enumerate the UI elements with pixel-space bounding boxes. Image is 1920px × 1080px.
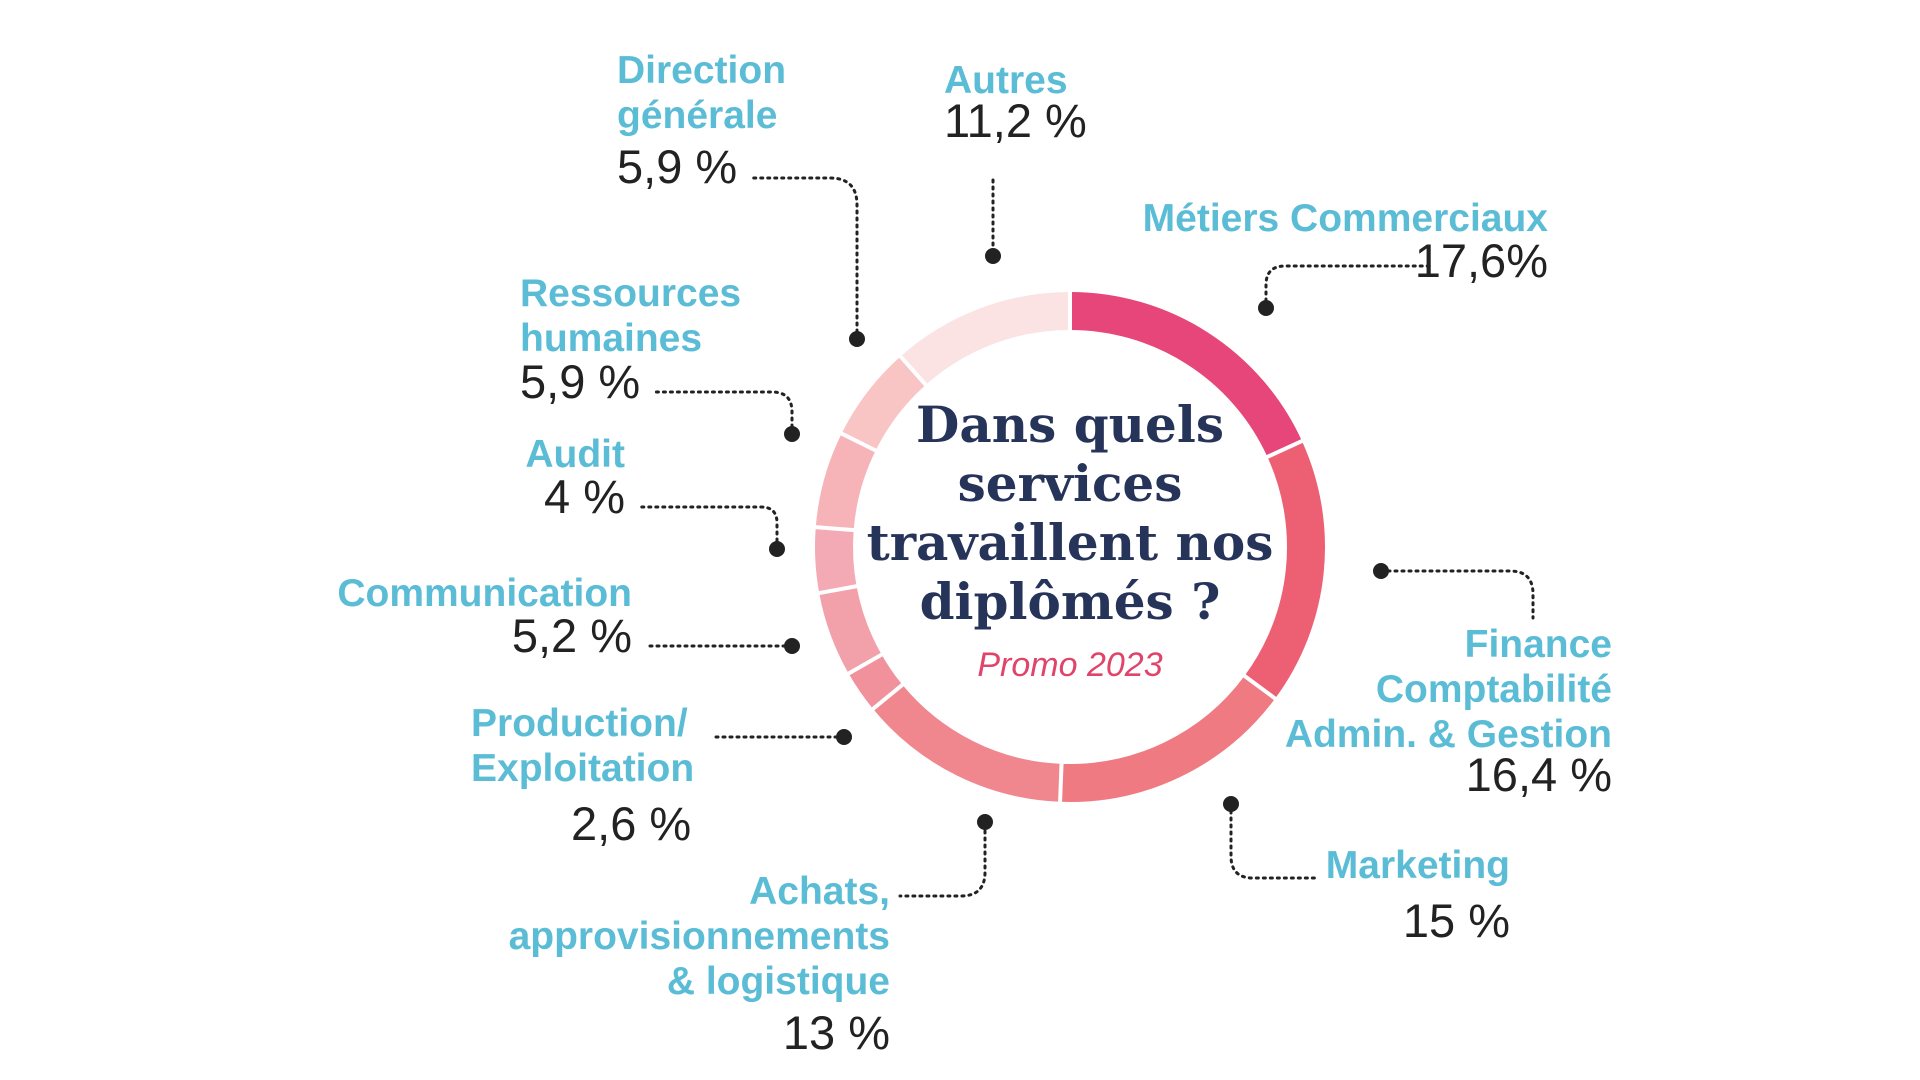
donut-slice-9 (900, 292, 1071, 386)
label-marketing-name: Marketing (1325, 844, 1510, 887)
donut-slice-1 (1244, 441, 1325, 699)
slice-separator-8 (838, 430, 879, 454)
donut-slice-7 (815, 433, 876, 531)
donut-slice-0 (1069, 292, 1302, 458)
slice-separator-1 (1264, 438, 1305, 460)
label-communication-name: Communication (337, 572, 632, 615)
leader-dot-achats (977, 814, 993, 830)
label-achats-value: 13 % (782, 1006, 890, 1059)
label-communication-value: 5,2 % (511, 609, 632, 662)
leader-dot-communication (784, 638, 800, 654)
label-achats-name: Achats, approvisionnements & logistique (508, 870, 890, 1003)
leader-dot-marketing (1223, 796, 1239, 812)
donut-slice-8 (841, 356, 927, 451)
label-autres-value: 11,2 % (944, 94, 1087, 147)
leader-line-direction (750, 176, 859, 341)
donut-slices (813, 290, 1325, 804)
slice-separator-2 (1241, 673, 1278, 702)
leader-dot-metiers (1258, 300, 1274, 316)
leader-line-metiers (1264, 264, 1432, 310)
label-metiers-value: 17,6% (1414, 234, 1548, 287)
leader-line-marketing (1229, 802, 1320, 880)
slice-separator-6 (816, 583, 859, 596)
label-finance-value: 16,4 % (1465, 748, 1612, 801)
leader-line-achats (898, 822, 987, 898)
label-rh-name: Ressources humaines (520, 272, 742, 360)
label-marketing-value: 15 % (1402, 894, 1510, 947)
label-production-name: Production/ Exploitation (471, 702, 695, 790)
slice-separator-5 (845, 651, 885, 677)
leader-dot-direction (849, 331, 865, 347)
label-audit-name: Audit (525, 433, 625, 476)
chart-title: Dans quels services travaillent nos dipl… (866, 395, 1274, 631)
label-production-value: 2,6 % (571, 797, 692, 850)
label-metiers-name: Métiers Commerciaux (1142, 197, 1548, 240)
leader-dot-finance (1373, 563, 1389, 579)
leader-dot-rh (784, 426, 800, 442)
slice-separator-9 (897, 353, 929, 388)
leader-line-rh (650, 390, 794, 436)
label-audit-value: 4 % (544, 470, 625, 523)
slice-separator-7 (813, 525, 856, 533)
label-finance-name: Finance Comptabilité Admin. & Gestion (1284, 623, 1612, 756)
slice-separator-3 (1057, 761, 1064, 804)
leader-line-finance (1379, 569, 1535, 620)
label-autres-name: Autres (944, 59, 1068, 102)
slice-separator-4 (870, 681, 906, 712)
leader-line-audit (636, 505, 779, 550)
label-rh-value: 5,9 % (520, 355, 641, 408)
donut-slice-5 (819, 585, 882, 674)
leader-dot-production (836, 729, 852, 745)
leader-lines (636, 176, 1535, 898)
leader-dots (769, 248, 1389, 830)
chart-subtitle: Promo 2023 (977, 646, 1163, 684)
leader-dot-autres (985, 248, 1001, 264)
donut-slice-6 (815, 527, 857, 594)
donut-slice-3 (873, 684, 1062, 802)
leader-dot-audit (769, 541, 785, 557)
donut-slice-2 (1060, 675, 1276, 802)
label-direction-value: 5,9 % (617, 140, 738, 193)
label-direction-name: Direction générale (617, 49, 787, 137)
